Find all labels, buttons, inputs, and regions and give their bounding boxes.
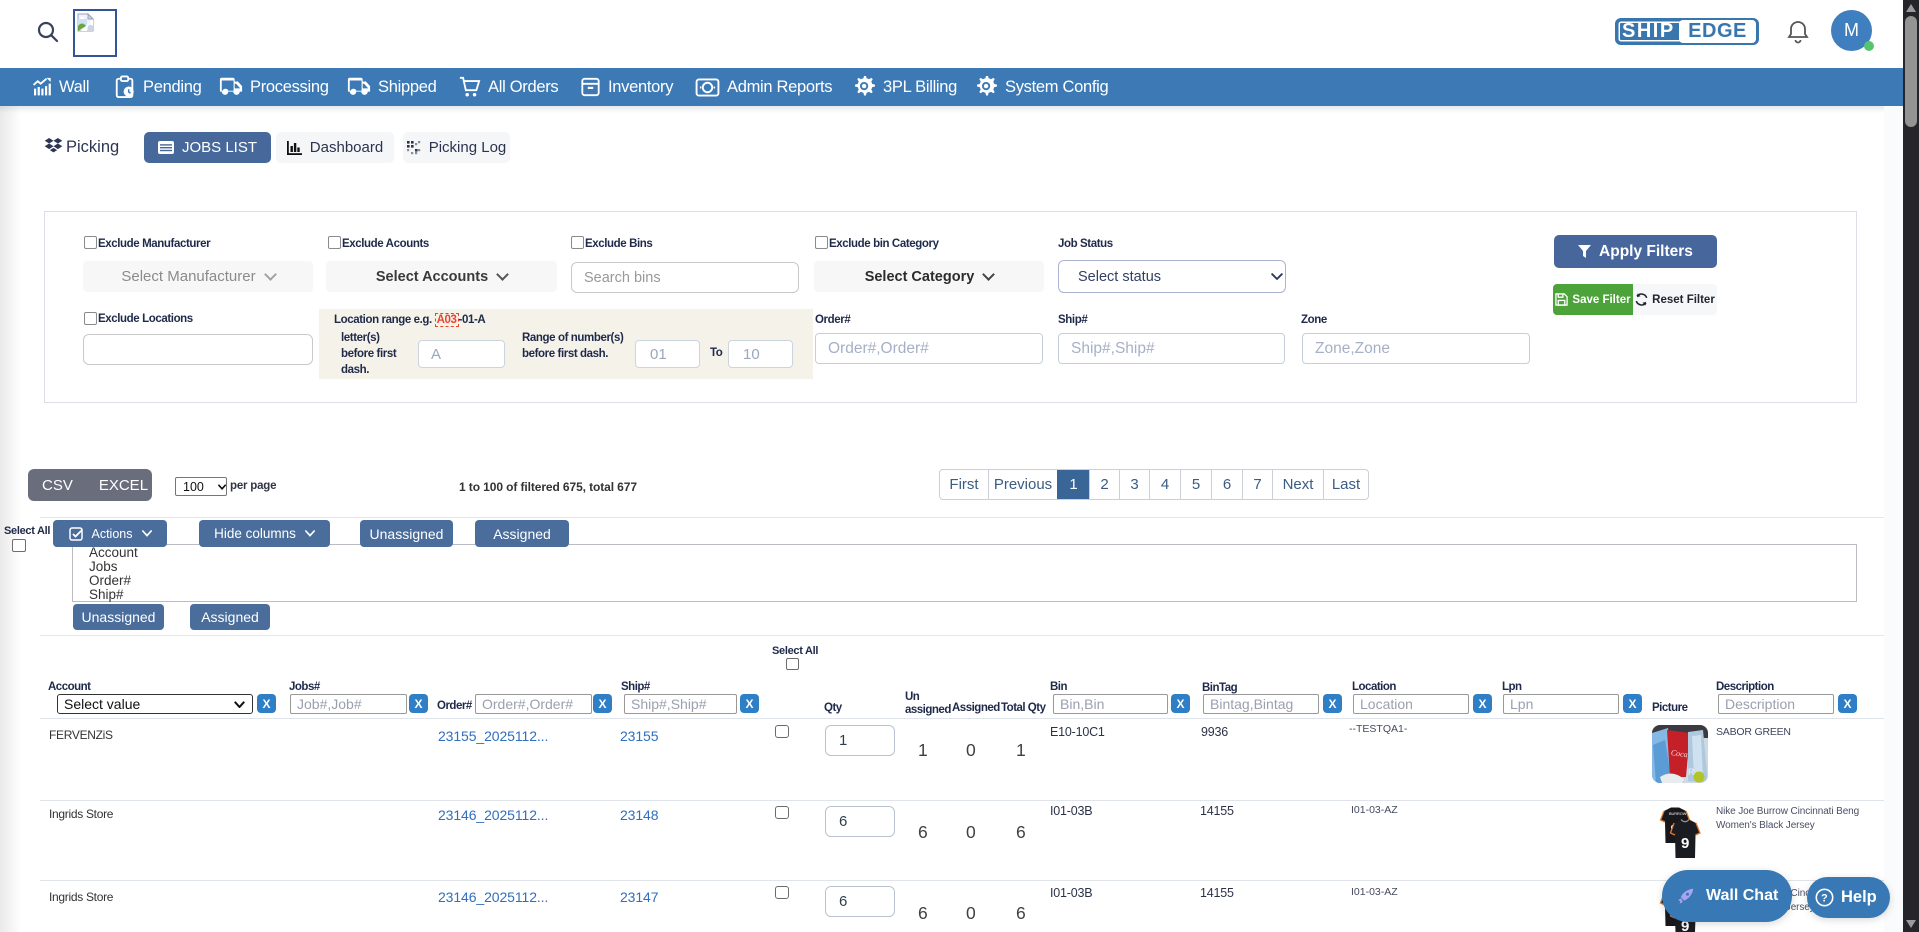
svg-text:9: 9	[1681, 835, 1689, 852]
svg-text:?: ?	[1821, 893, 1828, 905]
svg-text:BURROW: BURROW	[1669, 812, 1687, 816]
svg-text:9: 9	[1681, 918, 1689, 932]
svg-text:Coca: Coca	[1670, 748, 1688, 759]
svg-text:R: R	[1688, 767, 1695, 777]
